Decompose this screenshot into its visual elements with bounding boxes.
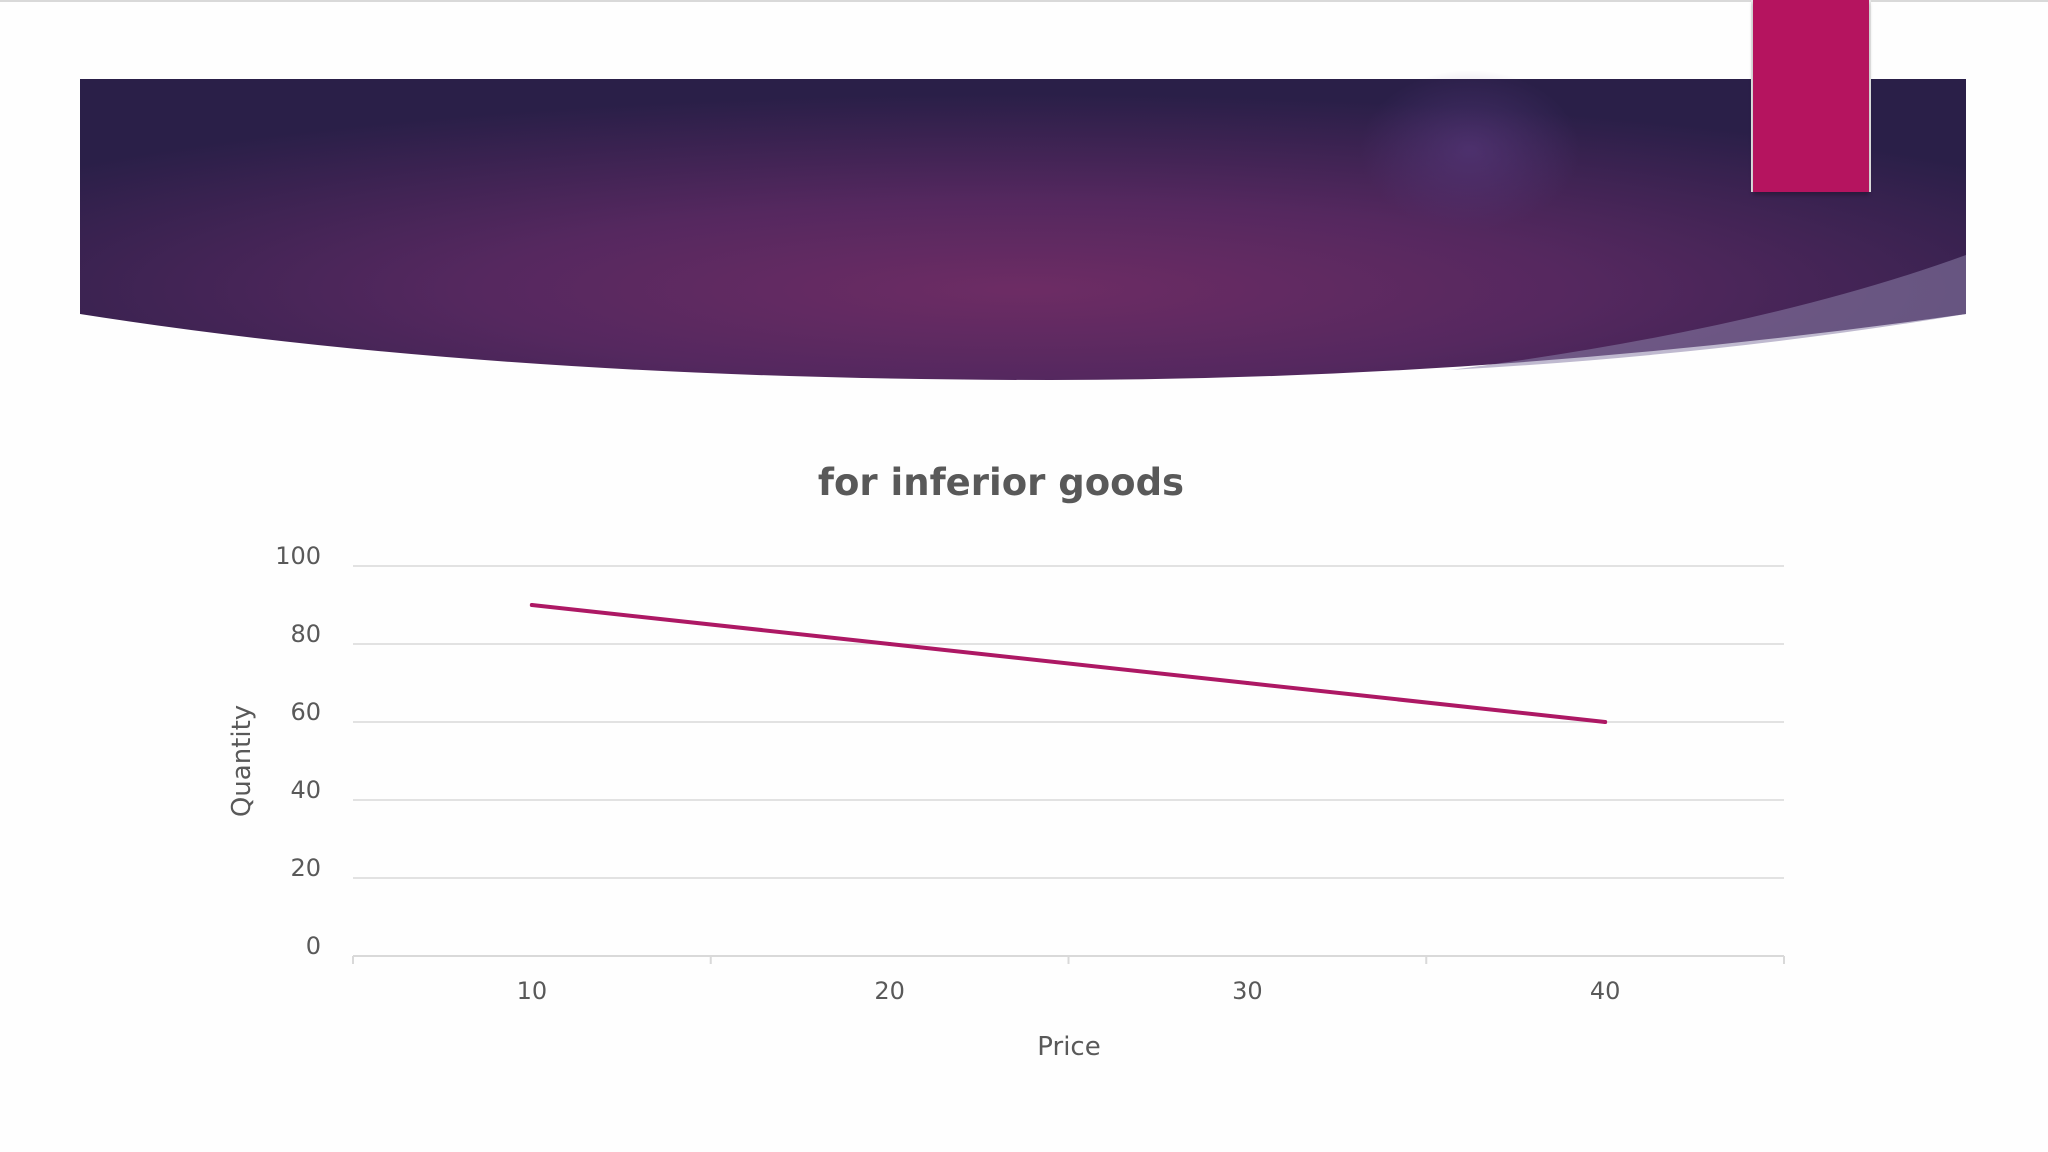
x-axis-label: Price (1037, 1032, 1100, 1062)
y-axis-label: Quantity (227, 705, 257, 817)
x-tick-label: 20 (874, 977, 905, 1005)
data-point (1245, 681, 1250, 685)
y-tick-label: 0 (306, 932, 321, 960)
x-axis (352, 955, 1785, 964)
series-points (529, 603, 1608, 724)
x-tick-label: 40 (1590, 977, 1621, 1005)
y-tick-label: 40 (290, 776, 321, 804)
gridlines (353, 565, 1784, 879)
y-tick-label: 20 (290, 854, 321, 882)
series-line (529, 603, 1608, 724)
x-tick-labels: 10 20 30 40 (517, 977, 1621, 1005)
x-tick-label: 30 (1232, 977, 1263, 1005)
data-point (887, 642, 892, 646)
line-chart: for inferior goods 0 20 40 60 80 100 10 20 30 40… (227, 461, 1785, 1062)
chart-title: for inferior goods (818, 461, 1184, 504)
y-tick-label: 100 (275, 542, 321, 570)
banner-swoosh (1450, 255, 1966, 370)
banner-glow (1360, 70, 1580, 230)
header-banner (80, 70, 1966, 380)
x-tick-label: 10 (517, 977, 548, 1005)
data-point (1603, 720, 1608, 724)
y-tick-labels: 0 20 40 60 80 100 (275, 542, 321, 960)
y-tick-label: 80 (290, 620, 321, 648)
slide-top-border (0, 0, 2048, 2)
data-point (529, 603, 534, 607)
accent-bookmark (1753, 0, 1869, 192)
y-tick-label: 60 (290, 698, 321, 726)
